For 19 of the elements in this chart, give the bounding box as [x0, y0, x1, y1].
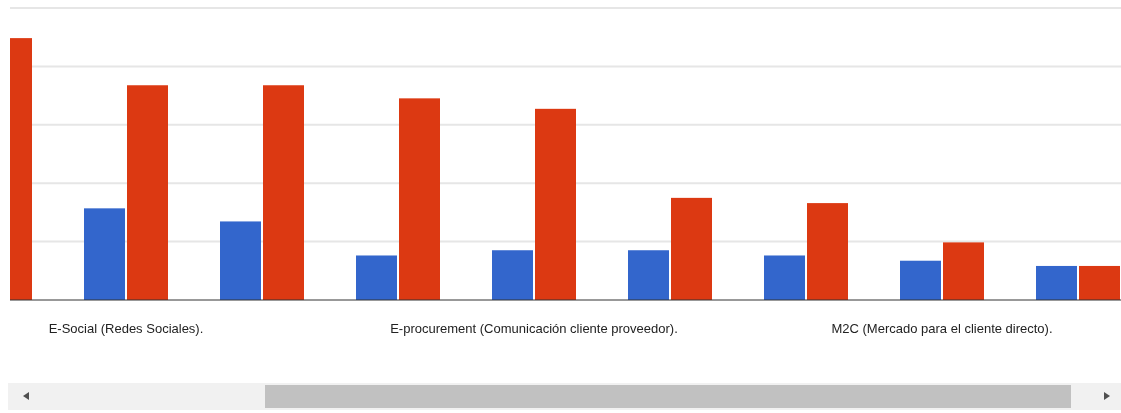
bar [263, 85, 304, 300]
x-tick-label: E-Social (Redes Sociales). [48, 321, 204, 336]
bar [127, 85, 168, 300]
bar [84, 208, 125, 300]
bar [220, 221, 261, 300]
bar [628, 250, 669, 300]
bar [900, 260, 941, 300]
x-tick-label: E-procurement (Comunicación cliente proveedor). [390, 321, 678, 336]
bar [671, 197, 712, 300]
bar [399, 98, 440, 300]
bar [356, 255, 397, 300]
bar [492, 250, 533, 300]
bar [943, 242, 984, 300]
x-tick-label: M2C (Mercado para el cliente directo). [831, 321, 1053, 336]
bar [535, 108, 576, 300]
bar [764, 255, 805, 300]
bar [807, 203, 848, 300]
bar [1036, 265, 1077, 300]
bar [1079, 265, 1120, 300]
